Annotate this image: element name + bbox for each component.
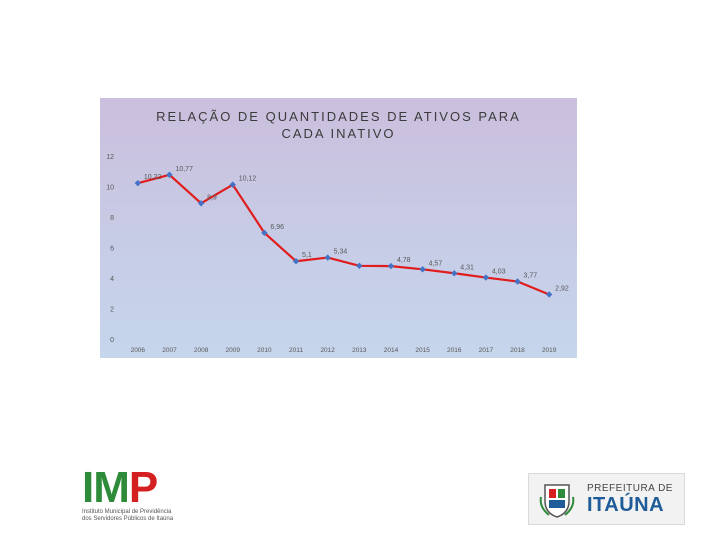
data-label: 5,34	[334, 249, 348, 256]
x-tick-label: 2012	[320, 347, 335, 354]
prefeitura-logo: PREFEITURA DE ITAÚNA	[528, 473, 685, 525]
data-point-marker	[134, 179, 142, 187]
x-tick-label: 2008	[194, 347, 209, 354]
data-point-marker	[229, 181, 236, 188]
x-tick-label: 2013	[352, 347, 367, 354]
x-tick-label: 2010	[257, 347, 272, 354]
x-tick-label: 2007	[162, 347, 177, 354]
data-label: 8,9	[207, 194, 217, 201]
data-label: 5,1	[302, 252, 312, 259]
imp-logo-caption: Instituto Municipal de Previdência dos S…	[82, 509, 187, 523]
x-tick-label: 2016	[447, 347, 462, 354]
imp-logo-letters: IMP	[82, 466, 187, 510]
data-point-marker	[514, 278, 521, 285]
data-label: 4,78	[397, 257, 411, 264]
data-point-marker	[387, 262, 395, 270]
data-point-marker	[451, 270, 458, 277]
series-line	[137, 173, 550, 296]
imp-logo: IMP Instituto Municipal de Previdência d…	[82, 466, 187, 526]
chart-title-line-2: CADA INATIVO	[281, 126, 396, 141]
data-label: 4,31	[460, 264, 474, 271]
x-tick-label: 2006	[131, 347, 146, 354]
data-label: 4,03	[492, 269, 506, 276]
y-tick-label: 0	[110, 337, 114, 344]
y-tick-label: 2	[110, 307, 114, 314]
y-tick-label: 8	[110, 215, 114, 222]
prefeitura-label: PREFEITURA DE	[587, 483, 673, 494]
x-tick-label: 2015	[415, 347, 430, 354]
x-tick-label: 2009	[226, 347, 241, 354]
data-label: 10,22	[144, 174, 162, 181]
data-label: 10,12	[239, 176, 257, 183]
data-label: 2,92	[555, 285, 569, 292]
data-label: 3,77	[524, 273, 538, 280]
x-tick-label: 2018	[510, 347, 525, 354]
chart-panel: 0 2 4 6 8 10 12 2006 2007 2008 2009 2010 2011 2012 201…	[100, 98, 577, 358]
chart-title-line-1: RELAÇÃO DE QUANTIDADES DE ATIVOS PARA	[156, 109, 521, 124]
data-point-marker	[356, 262, 363, 269]
data-point-marker	[166, 171, 173, 178]
x-tick-label: 2017	[479, 347, 494, 354]
imp-caption-line-1: Instituto Municipal de Previdência	[82, 509, 172, 515]
y-tick-label: 4	[110, 276, 114, 283]
imp-caption-line-2: dos Servidores Públicos de Itaúna	[82, 516, 174, 522]
data-label: 10,77	[175, 166, 193, 173]
y-tick-label: 12	[106, 154, 114, 161]
x-tick-label: 2011	[289, 347, 303, 354]
line-chart: 0 2 4 6 8 10 12 2006 2007 2008 2009 2010 2011 2012 201…	[106, 154, 569, 354]
y-tick-label: 6	[110, 246, 114, 253]
imp-letter-p: P	[128, 463, 158, 512]
data-point-marker	[482, 274, 490, 281]
data-point-marker	[292, 258, 300, 265]
x-tick-label: 2014	[384, 347, 399, 354]
y-tick-label: 10	[106, 185, 114, 192]
prefeitura-city-name: ITAÚNA	[587, 494, 665, 516]
x-tick-label: 2019	[542, 347, 557, 354]
imp-letter-m: M	[93, 463, 130, 512]
data-point-marker	[261, 229, 268, 237]
data-point-marker	[419, 266, 426, 273]
imp-letter-i: I	[82, 463, 94, 512]
chart-title: RELAÇÃO DE QUANTIDADES DE ATIVOS PARA CA…	[100, 108, 577, 142]
city-crest-icon	[539, 484, 575, 518]
data-label: 6,96	[270, 224, 284, 231]
data-point-marker	[545, 291, 553, 298]
data-point-marker	[197, 200, 205, 207]
data-label: 4,57	[429, 260, 443, 267]
data-point-marker	[324, 254, 331, 261]
